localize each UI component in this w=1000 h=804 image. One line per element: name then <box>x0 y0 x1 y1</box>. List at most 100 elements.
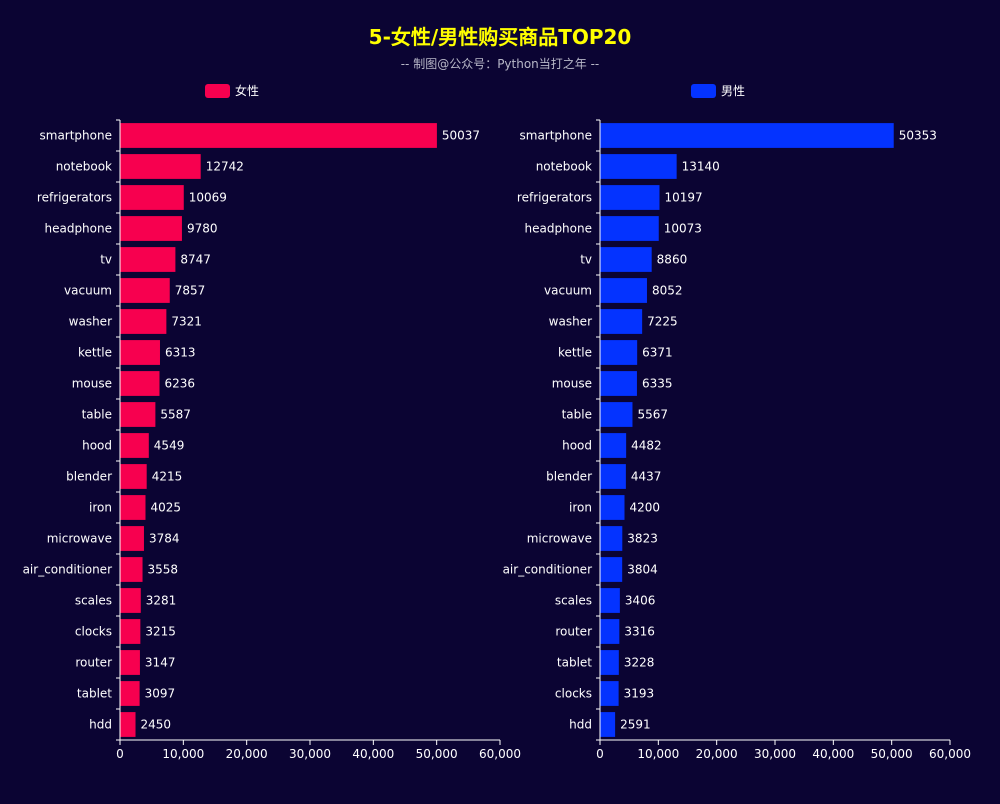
female-bar-router[interactable] <box>120 650 140 675</box>
female-category-label: vacuum <box>64 284 112 298</box>
female-bar-refrigerators[interactable] <box>120 185 184 210</box>
female-bar-vacuum[interactable] <box>120 278 170 303</box>
male-category-label: refrigerators <box>517 191 592 205</box>
male-bar-tablet[interactable] <box>600 650 619 675</box>
female-bar-tablet[interactable] <box>120 681 140 706</box>
female-bar-iron[interactable] <box>120 495 146 520</box>
chart-title: 5-女性/男性购买商品TOP20 <box>369 25 632 49</box>
male-value-label: 4482 <box>631 439 662 453</box>
male-category-label: iron <box>569 501 592 515</box>
female-value-label: 3281 <box>146 594 177 608</box>
female-bar-blender[interactable] <box>120 464 147 489</box>
male-bar-mouse[interactable] <box>600 371 637 396</box>
female-x-tick-label: 30,000 <box>289 747 331 761</box>
male-value-label: 10073 <box>664 222 702 236</box>
male-bar-microwave[interactable] <box>600 526 623 551</box>
female-bar-clocks[interactable] <box>120 619 141 644</box>
male-category-label: tv <box>580 253 592 267</box>
female-category-label: microwave <box>47 532 112 546</box>
female-bar-table[interactable] <box>120 402 156 427</box>
male-bar-router[interactable] <box>600 619 620 644</box>
female-chart-panel: 女性 smartphone 50037 notebook 12742 refrigerat… <box>23 83 521 761</box>
female-category-label: smartphone <box>40 129 113 143</box>
female-bar-microwave[interactable] <box>120 526 144 551</box>
male-category-label: table <box>562 408 592 422</box>
male-value-label: 5567 <box>637 408 668 422</box>
male-bar-hood[interactable] <box>600 433 627 458</box>
female-bar-hood[interactable] <box>120 433 149 458</box>
female-category-label: scales <box>75 594 112 608</box>
female-legend-label[interactable]: 女性 <box>235 83 259 98</box>
male-bar-smartphone[interactable] <box>600 123 894 148</box>
female-legend-swatch[interactable] <box>205 84 230 98</box>
male-bar-hdd[interactable] <box>600 712 616 737</box>
male-category-label: hdd <box>569 718 592 732</box>
male-value-label: 3406 <box>625 594 656 608</box>
female-value-label: 4025 <box>150 501 181 515</box>
male-category-label: clocks <box>555 687 592 701</box>
male-category-label: scales <box>555 594 592 608</box>
male-bar-table[interactable] <box>600 402 633 427</box>
female-bar-kettle[interactable] <box>120 340 160 365</box>
male-value-label: 2591 <box>620 718 651 732</box>
male-bar-scales[interactable] <box>600 588 620 613</box>
male-bar-refrigerators[interactable] <box>600 185 660 210</box>
male-legend-label[interactable]: 男性 <box>721 84 745 98</box>
female-bar-washer[interactable] <box>120 309 167 334</box>
female-category-label: kettle <box>78 346 112 360</box>
male-bar-notebook[interactable] <box>600 154 677 179</box>
male-bar-vacuum[interactable] <box>600 278 647 303</box>
male-chart-panel: 男性 smartphone 50353 notebook 13140 refrigerat… <box>503 84 971 761</box>
male-category-label: washer <box>549 315 592 329</box>
male-x-tick-label: 40,000 <box>812 747 854 761</box>
male-bar-air_conditioner[interactable] <box>600 557 623 582</box>
female-x-tick-label: 0 <box>116 747 124 761</box>
male-x-tick-label: 10,000 <box>637 747 679 761</box>
male-value-label: 3228 <box>624 656 655 670</box>
female-x-tick-label: 40,000 <box>352 747 394 761</box>
female-value-label: 3147 <box>145 656 176 670</box>
male-bar-washer[interactable] <box>600 309 643 334</box>
female-category-label: air_conditioner <box>23 563 112 577</box>
male-legend-swatch[interactable] <box>691 84 716 98</box>
female-bar-hdd[interactable] <box>120 712 136 737</box>
male-x-tick-label: 20,000 <box>696 747 738 761</box>
female-category-label: notebook <box>56 160 112 174</box>
male-bar-iron[interactable] <box>600 495 625 520</box>
male-value-label: 3804 <box>627 563 658 577</box>
male-bar-tv[interactable] <box>600 247 652 272</box>
male-value-label: 4437 <box>631 470 662 484</box>
male-x-tick-label: 60,000 <box>929 747 971 761</box>
female-category-label: refrigerators <box>37 191 112 205</box>
male-value-label: 6371 <box>642 346 673 360</box>
female-value-label: 8747 <box>180 253 211 267</box>
female-bar-tv[interactable] <box>120 247 176 272</box>
male-category-label: vacuum <box>544 284 592 298</box>
male-value-label: 8052 <box>652 284 683 298</box>
male-value-label: 8860 <box>657 253 688 267</box>
male-bar-clocks[interactable] <box>600 681 619 706</box>
male-category-label: smartphone <box>520 129 593 143</box>
female-bar-smartphone[interactable] <box>120 123 437 148</box>
female-bar-notebook[interactable] <box>120 154 201 179</box>
female-value-label: 7321 <box>171 315 202 329</box>
female-value-label: 6313 <box>165 346 196 360</box>
female-value-label: 9780 <box>187 222 218 236</box>
female-bar-headphone[interactable] <box>120 216 182 241</box>
female-value-label: 3215 <box>145 625 176 639</box>
male-bar-headphone[interactable] <box>600 216 659 241</box>
female-bar-scales[interactable] <box>120 588 141 613</box>
male-category-label: microwave <box>527 532 592 546</box>
female-bar-air_conditioner[interactable] <box>120 557 143 582</box>
male-bar-kettle[interactable] <box>600 340 638 365</box>
male-category-label: tablet <box>557 656 592 670</box>
female-bar-mouse[interactable] <box>120 371 160 396</box>
male-bar-blender[interactable] <box>600 464 626 489</box>
female-value-label: 3784 <box>149 532 180 546</box>
female-category-label: hdd <box>89 718 112 732</box>
male-x-tick-label: 0 <box>596 747 604 761</box>
female-category-label: tv <box>100 253 112 267</box>
female-value-label: 50037 <box>442 129 480 143</box>
female-category-label: clocks <box>75 625 112 639</box>
